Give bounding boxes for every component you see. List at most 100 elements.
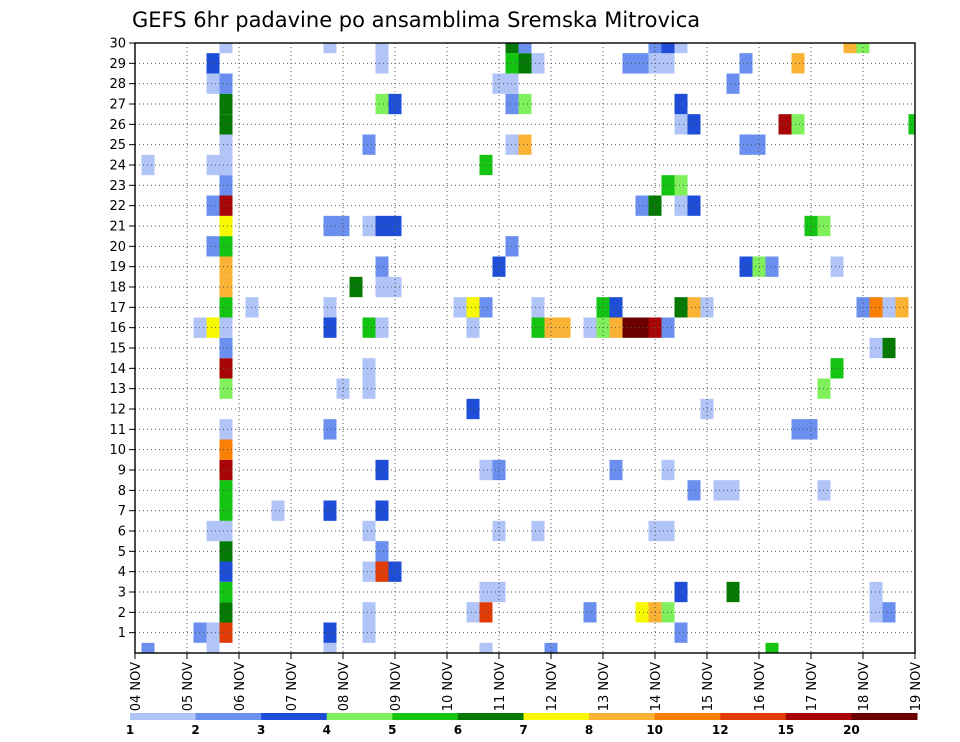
- heatmap-cell: [583, 602, 597, 623]
- heatmap-cell: [518, 53, 532, 74]
- colorbar-swatch: [457, 713, 524, 720]
- heatmap-cell: [531, 297, 545, 318]
- heatmap-cell: [531, 53, 545, 74]
- heatmap-cell: [206, 53, 220, 74]
- heatmap-cell: [206, 642, 220, 653]
- x-tick-label: 11 NOV: [493, 662, 508, 711]
- heatmap-cell: [479, 297, 493, 318]
- heatmap-cell: [674, 581, 688, 603]
- heatmap-cell: [687, 297, 701, 318]
- y-tick-label: 23: [109, 179, 126, 194]
- heatmap-cell: [479, 642, 493, 653]
- y-tick-label: 25: [109, 138, 126, 153]
- heatmap-cell: [271, 500, 285, 521]
- heatmap-cell: [219, 622, 233, 643]
- colorbar-swatch: [589, 713, 656, 720]
- heatmap-cell: [687, 195, 701, 216]
- heatmap-cell: [206, 520, 220, 542]
- heatmap-cell: [219, 154, 233, 176]
- heatmap-cell: [362, 215, 376, 237]
- x-tick-label: 06 NOV: [233, 662, 248, 711]
- heatmap-cell: [661, 43, 675, 54]
- heatmap-cell: [791, 114, 805, 135]
- x-tick-label: 10 NOV: [441, 662, 456, 711]
- heatmap-cell: [479, 459, 493, 481]
- heatmap-cell: [323, 622, 337, 643]
- colorbar-swatch: [523, 713, 590, 720]
- colorbar-swatch: [785, 713, 852, 720]
- heatmap-cells: [141, 43, 915, 653]
- colorbar-label: 2: [191, 723, 199, 737]
- heatmap-cell: [583, 317, 597, 338]
- y-tick-label: 29: [109, 57, 126, 72]
- colorbar-label: 3: [257, 723, 265, 737]
- heatmap-cell: [375, 541, 389, 562]
- heatmap-cell: [778, 114, 792, 135]
- heatmap-cell: [635, 317, 649, 338]
- heatmap-cell: [687, 480, 701, 501]
- colorbar-label: 4: [323, 723, 331, 737]
- y-tick-label: 1: [118, 626, 126, 641]
- colorbar-label: 10: [646, 723, 663, 737]
- x-tick-label: 15 NOV: [701, 662, 716, 711]
- heatmap-cell: [206, 236, 220, 257]
- heatmap-cell: [674, 622, 688, 643]
- colorbar-label: 1: [126, 723, 134, 737]
- heatmap-cell: [206, 73, 220, 94]
- heatmap-cell: [219, 358, 233, 379]
- y-tick-label: 14: [109, 362, 126, 377]
- heatmap-cell: [674, 43, 688, 54]
- x-tick-label: 19 NOV: [909, 662, 924, 711]
- y-tick-label: 11: [109, 423, 126, 438]
- grid-lines: [135, 42, 915, 653]
- heatmap-cell: [219, 256, 233, 277]
- y-tick-label: 20: [109, 240, 126, 255]
- heatmap-cell: [518, 134, 532, 155]
- heatmap-cell: [219, 439, 233, 460]
- heatmap-cell: [206, 195, 220, 216]
- colorbar-label: 7: [519, 723, 527, 737]
- heatmap-cell: [219, 297, 233, 318]
- heatmap-cell: [739, 134, 753, 155]
- heatmap-cell: [882, 602, 896, 623]
- heatmap-cell: [375, 53, 389, 74]
- heatmap-cell: [375, 276, 389, 298]
- y-tick-label: 5: [118, 545, 126, 560]
- heatmap-cell: [375, 43, 389, 54]
- y-axis: 1234567891011121314151617181920212223242…: [109, 37, 135, 641]
- heatmap-cell: [219, 480, 233, 501]
- y-tick-label: 21: [109, 220, 126, 235]
- heatmap-cell: [362, 358, 376, 379]
- heatmap-cell: [726, 73, 740, 94]
- heatmap-cell: [362, 317, 376, 338]
- heatmap-cell: [375, 215, 389, 237]
- y-tick-label: 7: [118, 504, 126, 519]
- x-tick-label: 07 NOV: [285, 662, 300, 711]
- heatmap-cell: [323, 215, 337, 237]
- heatmap-cell: [531, 520, 545, 542]
- heatmap-cell: [219, 602, 233, 623]
- heatmap-cell: [674, 93, 688, 115]
- heatmap-cell: [323, 297, 337, 318]
- heatmap-cell: [479, 602, 493, 623]
- x-tick-label: 05 NOV: [181, 662, 196, 711]
- heatmap-cell: [375, 500, 389, 521]
- heatmap-cell: [479, 154, 493, 176]
- heatmap-cell: [674, 297, 688, 318]
- heatmap-cell: [362, 520, 376, 542]
- heatmap-cell: [219, 236, 233, 257]
- heatmap-cell: [219, 134, 233, 155]
- heatmap-cell: [219, 215, 233, 237]
- y-tick-label: 30: [109, 37, 126, 52]
- heatmap-cell: [219, 337, 233, 359]
- y-tick-label: 16: [109, 321, 126, 336]
- heatmap-cell: [219, 114, 233, 135]
- heatmap-cell: [375, 256, 389, 277]
- heatmap-cell: [791, 53, 805, 74]
- heatmap-cell: [219, 419, 233, 440]
- heatmap-cell: [843, 43, 857, 54]
- heatmap-cell: [635, 53, 649, 74]
- colorbar-swatch: [720, 713, 787, 720]
- heatmap-cell: [726, 480, 740, 501]
- heatmap-cell: [375, 93, 389, 115]
